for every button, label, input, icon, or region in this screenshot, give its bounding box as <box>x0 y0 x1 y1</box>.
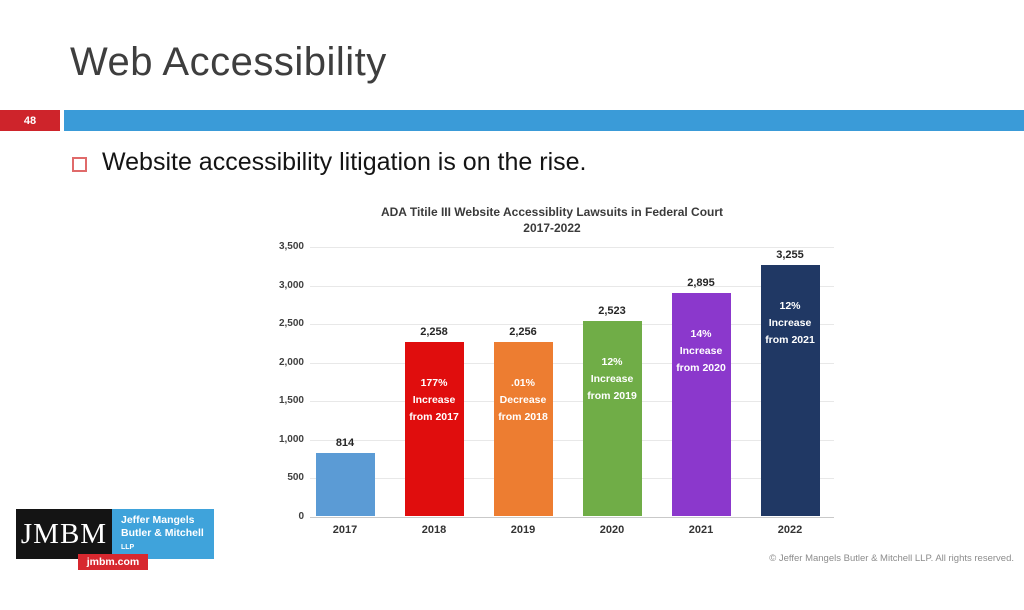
header-accent-bar <box>64 110 1024 131</box>
bar-value-label-2017: 814 <box>335 437 355 450</box>
y-axis-tick-label: 0 <box>298 511 304 522</box>
logo-firm-name-block: Jeffer Mangels Butler & Mitchell LLP <box>112 509 214 559</box>
bar-2019 <box>493 341 553 516</box>
slide-number-badge: 48 <box>0 110 60 131</box>
bar-annotation-2019: .01% Decrease from 2018 <box>498 376 548 423</box>
bar-value-label-2020: 2,523 <box>598 305 626 318</box>
x-axis-tick-label-2017: 2017 <box>332 524 358 536</box>
bar-2022 <box>760 264 820 516</box>
gridline <box>310 324 834 326</box>
bar-value-label-2021: 2,895 <box>687 276 715 289</box>
x-axis-tick-label-2019: 2019 <box>510 524 536 536</box>
bar-value-label-2022: 3,255 <box>776 248 804 261</box>
bar-value-label-2018: 2,258 <box>420 325 448 338</box>
logo-llp-suffix: LLP <box>121 544 135 551</box>
bar-2021 <box>671 292 731 516</box>
chart-title: ADA Titile III Website Accessiblity Laws… <box>256 204 848 236</box>
x-axis-tick-label-2022: 2022 <box>777 524 803 536</box>
x-axis-tick-label-2018: 2018 <box>421 524 447 536</box>
chart-title-line2: 2017-2022 <box>523 221 581 235</box>
x-axis-tick-label-2020: 2020 <box>599 524 625 536</box>
y-axis-tick-label: 2,000 <box>278 356 304 368</box>
bullet-square-icon <box>72 157 87 172</box>
logo-firm-line1: Jeffer Mangels <box>121 514 195 526</box>
y-axis-tick-label: 1,000 <box>278 433 304 445</box>
bar-annotation-2018: 177% Increase from 2017 <box>409 376 459 423</box>
bullet-item: Website accessibility litigation is on t… <box>72 148 586 177</box>
bar-value-label-2019: 2,256 <box>509 325 537 338</box>
chart-plot-area: 0 500 1,000 1,500 2,000 2,500 3,000 3,500 814 201… <box>279 241 834 536</box>
slide-number: 48 <box>23 114 37 127</box>
logo-acronym-block: JMBM <box>16 509 112 559</box>
x-axis-tick-label-2021: 2021 <box>688 524 714 536</box>
page-title: Web Accessibility <box>70 40 387 84</box>
y-axis-tick-label: 2,500 <box>278 318 304 330</box>
gridline <box>310 439 834 441</box>
bar-2018 <box>404 341 464 516</box>
firm-logo: JMBM Jeffer Mangels Butler & Mitchell LL… <box>16 509 216 573</box>
chart-title-line1: ADA Titile III Website Accessiblity Laws… <box>380 205 724 219</box>
y-axis-tick-label: 3,500 <box>278 241 304 252</box>
logo-website-block: jmbm.com <box>78 554 148 570</box>
logo-website: jmbm.com <box>86 556 140 568</box>
logo-acronym: JMBM <box>20 517 108 550</box>
bar-2020 <box>582 321 642 516</box>
bar-annotation-2021: 14% Increase from 2020 <box>676 327 726 374</box>
bar-2017 <box>315 453 375 516</box>
x-axis-line <box>310 517 834 518</box>
gridline <box>310 401 834 403</box>
gridline <box>310 247 834 248</box>
y-axis-tick-label: 1,500 <box>278 395 304 407</box>
logo-firm-line2: Butler & Mitchell LLP <box>121 527 204 551</box>
bar-annotation-2022: 12% Increase from 2021 <box>765 299 815 346</box>
gridline <box>310 478 834 480</box>
y-axis-tick-label: 3,000 <box>278 279 304 291</box>
copyright-notice: © Jeffer Mangels Butler & Mitchell LLP. … <box>769 553 1014 564</box>
y-axis-tick-label: 500 <box>287 472 304 484</box>
gridline <box>310 285 834 287</box>
bullet-text: Website accessibility litigation is on t… <box>102 148 587 176</box>
gridline <box>310 362 834 364</box>
bar-chart: ADA Titile III Website Accessiblity Laws… <box>256 204 848 552</box>
bar-annotation-2020: 12% Increase from 2019 <box>587 356 637 403</box>
